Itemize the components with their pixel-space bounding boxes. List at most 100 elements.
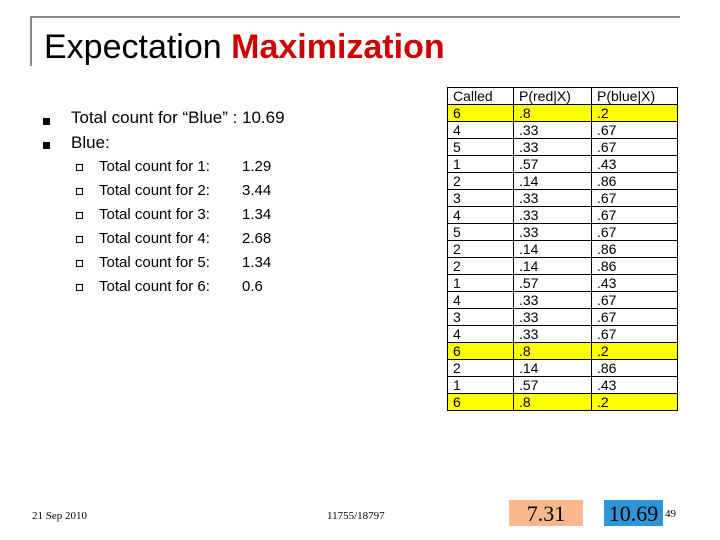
table-row: 6.8.2 xyxy=(447,104,678,122)
cell-called: 1 xyxy=(447,155,514,173)
hollow-square-bullet-icon xyxy=(76,236,83,243)
table-row: 4.33.67 xyxy=(447,206,678,224)
probability-table: Called P(red|X) P(blue|X) 6.8.2 4.33.67 5.… xyxy=(447,87,678,411)
table-body: 6.8.2 4.33.67 5.33.67 1.57.43 2.14.86 3.33.67… xyxy=(447,104,678,411)
cell-p-red: .33 xyxy=(513,206,592,224)
table-row: 4.33.67 xyxy=(447,121,678,139)
slide-title: Expectation Maximization xyxy=(44,28,445,67)
cell-called: 5 xyxy=(447,223,514,241)
sub-item-label: Total count for 2: xyxy=(99,182,210,199)
hollow-square-bullet-icon xyxy=(76,188,83,195)
title-frame-top-rule xyxy=(30,16,680,18)
table-row: 1.57.43 xyxy=(447,274,678,292)
cell-p-red: .33 xyxy=(513,223,592,241)
cell-p-blue: .86 xyxy=(591,257,678,275)
table-row: 4.33.67 xyxy=(447,325,678,343)
table-row: 6.8.2 xyxy=(447,393,678,411)
title-frame-left-rule xyxy=(30,16,32,66)
footer-course: 11755/18797 xyxy=(327,510,385,522)
title-part2: Maximization xyxy=(231,28,445,66)
cell-called: 1 xyxy=(447,274,514,292)
cell-p-red: .57 xyxy=(513,274,592,292)
cell-p-red: .14 xyxy=(513,359,592,377)
table-row: 4.33.67 xyxy=(447,291,678,309)
cell-p-blue: .67 xyxy=(591,189,678,207)
page-number: 49 xyxy=(665,508,676,520)
cell-called: 3 xyxy=(447,189,514,207)
cell-p-red: .14 xyxy=(513,257,592,275)
table-row: 1.57.43 xyxy=(447,376,678,394)
cell-called: 3 xyxy=(447,308,514,326)
sub-item-value: 0.6 xyxy=(242,278,263,295)
table-row: 6.8.2 xyxy=(447,342,678,360)
sub-item-value: 3.44 xyxy=(242,182,272,199)
hollow-square-bullet-icon xyxy=(76,260,83,267)
total-red: 7.31 xyxy=(509,500,583,526)
hollow-square-bullet-icon xyxy=(76,164,83,171)
cell-p-red: .8 xyxy=(513,393,592,411)
cell-p-blue: .67 xyxy=(591,121,678,139)
cell-p-blue: .86 xyxy=(591,172,678,190)
sub-item-value: 1.34 xyxy=(242,254,272,271)
table-row: 2.14.86 xyxy=(447,359,678,377)
sub-item-label: Total count for 1: xyxy=(99,158,210,175)
cell-called: 6 xyxy=(447,104,514,122)
table-row: 2.14.86 xyxy=(447,257,678,275)
bullet-total-blue: Total count for “Blue” : 10.69 xyxy=(71,108,285,127)
cell-p-red: .8 xyxy=(513,342,592,360)
cell-p-red: .33 xyxy=(513,121,592,139)
table-row: 3.33.67 xyxy=(447,308,678,326)
cell-called: 2 xyxy=(447,257,514,275)
sub-item-value: 2.68 xyxy=(242,230,272,247)
table-row: 2.14.86 xyxy=(447,172,678,190)
sub-item-label: Total count for 4: xyxy=(99,230,210,247)
cell-p-blue: .2 xyxy=(591,104,678,122)
table-row: 1.57.43 xyxy=(447,155,678,173)
cell-p-red: .8 xyxy=(513,104,592,122)
cell-called: 1 xyxy=(447,376,514,394)
cell-p-blue: .67 xyxy=(591,206,678,224)
header-called: Called xyxy=(447,87,514,105)
hollow-square-bullet-icon xyxy=(76,212,83,219)
title-part1: Expectation xyxy=(44,28,222,66)
cell-p-blue: .86 xyxy=(591,240,678,258)
bullet-blue: Blue: xyxy=(71,133,110,152)
cell-p-blue: .67 xyxy=(591,138,678,156)
cell-p-blue: .43 xyxy=(591,376,678,394)
cell-called: 2 xyxy=(447,172,514,190)
cell-called: 5 xyxy=(447,138,514,156)
cell-p-blue: .43 xyxy=(591,274,678,292)
cell-p-red: .33 xyxy=(513,138,592,156)
cell-p-red: .57 xyxy=(513,155,592,173)
cell-p-blue: .2 xyxy=(591,342,678,360)
square-bullet-icon xyxy=(43,142,50,149)
cell-p-red: .33 xyxy=(513,325,592,343)
cell-p-blue: .67 xyxy=(591,308,678,326)
cell-p-red: .33 xyxy=(513,189,592,207)
table-header-row: Called P(red|X) P(blue|X) xyxy=(447,87,678,105)
cell-called: 6 xyxy=(447,393,514,411)
sub-item-value: 1.34 xyxy=(242,206,272,223)
cell-p-blue: .2 xyxy=(591,393,678,411)
cell-p-blue: .67 xyxy=(591,325,678,343)
table-row: 2.14.86 xyxy=(447,240,678,258)
cell-called: 6 xyxy=(447,342,514,360)
total-blue: 10.69 xyxy=(604,500,663,526)
cell-p-blue: .67 xyxy=(591,291,678,309)
header-p-blue: P(blue|X) xyxy=(591,87,678,105)
table-row: 3.33.67 xyxy=(447,189,678,207)
cell-called: 4 xyxy=(447,206,514,224)
sub-item-value: 1.29 xyxy=(242,158,272,175)
table-row: 5.33.67 xyxy=(447,138,678,156)
cell-called: 2 xyxy=(447,240,514,258)
square-bullet-icon xyxy=(43,118,50,125)
cell-p-red: .14 xyxy=(513,240,592,258)
sub-item-label: Total count for 3: xyxy=(99,206,210,223)
cell-called: 4 xyxy=(447,291,514,309)
cell-p-blue: .67 xyxy=(591,223,678,241)
table-row: 5.33.67 xyxy=(447,223,678,241)
cell-p-red: .33 xyxy=(513,291,592,309)
cell-p-red: .57 xyxy=(513,376,592,394)
cell-p-blue: .43 xyxy=(591,155,678,173)
sub-item-label: Total count for 5: xyxy=(99,254,210,271)
